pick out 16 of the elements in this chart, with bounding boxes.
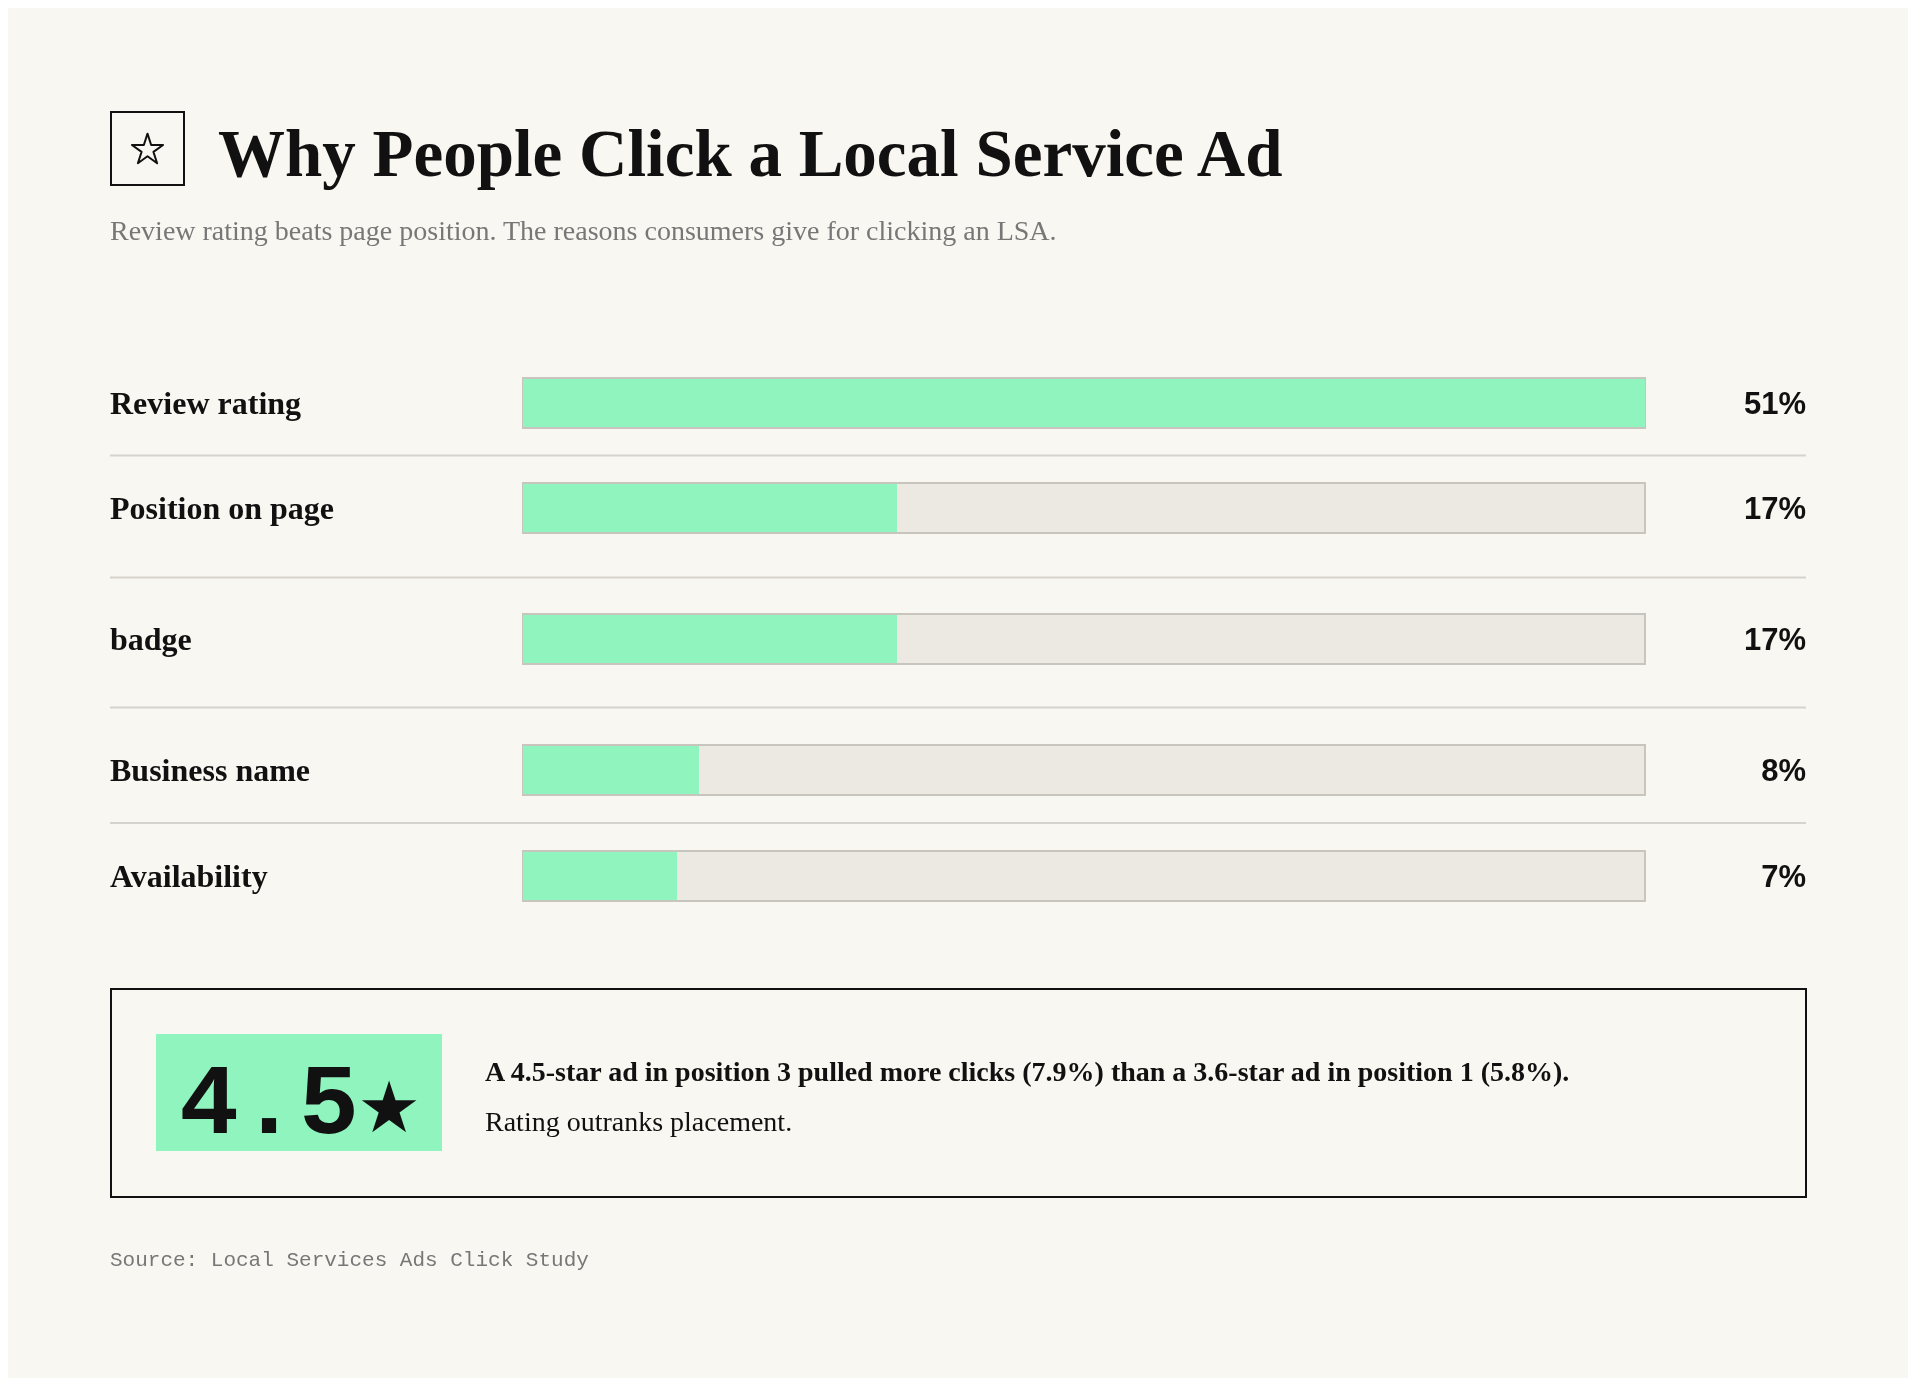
y-tick-label: Position on page (110, 490, 335, 526)
y-tick-label: Availability (110, 858, 268, 894)
text: A 4.5-star ad in position 3 pulled more clicks (7.9%) than a 3.6-star ad in position 1 (5.8%). Rating outranks placement. (485, 1056, 1570, 1137)
data-label: 51% (1743, 386, 1806, 421)
data-label: 8% (1761, 753, 1806, 788)
source-note: Source: Local Services Ads Click Study (110, 1249, 589, 1272)
text: 4.5★ (178, 1050, 420, 1163)
y-tick-label: Review rating (110, 385, 302, 421)
y-tick-label: Business name (110, 752, 311, 788)
chart-title: Why People Click a Local Service Ad (218, 116, 1283, 190)
data-label: 17% (1743, 622, 1806, 657)
data-label: 17% (1743, 491, 1806, 526)
data-label: 7% (1761, 859, 1806, 894)
y-tick-label: badge (110, 621, 192, 657)
bar (523, 852, 677, 900)
chart-subtitle: Review rating beats page position. The reasons consumers give for clicking an LSA. (110, 215, 1057, 246)
